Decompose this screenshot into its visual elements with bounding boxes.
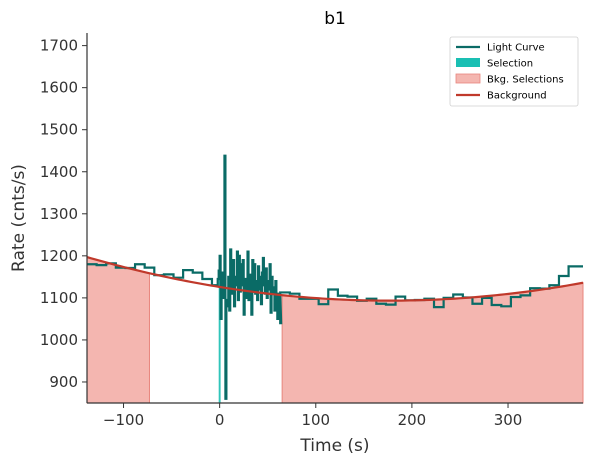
legend-label: Light Curve — [487, 43, 545, 54]
y-tick-label: 900 — [49, 373, 78, 391]
x-tick-label: −100 — [103, 411, 144, 429]
legend-label: Selection — [487, 59, 533, 70]
y-tick-label: 1100 — [40, 289, 78, 307]
legend: Light Curve Selection Bkg. Selections Backg… — [449, 36, 579, 107]
x-axis-title: Time (s) — [299, 436, 369, 456]
background-layer — [86, 256, 584, 302]
y-tick-label: 1600 — [40, 79, 78, 97]
background-series — [86, 256, 584, 302]
legend-label: Background — [487, 91, 547, 102]
bkg-selection-0 — [86, 256, 150, 404]
x-tick-label: 100 — [301, 411, 330, 429]
x-tick-label: 300 — [494, 411, 523, 429]
legend-item: Selection — [456, 58, 533, 70]
bkg-selections-layer — [86, 256, 584, 404]
y-tick-label: 1000 — [40, 331, 78, 349]
legend-item: Light Curve — [456, 43, 545, 54]
legend-label: Bkg. Selections — [487, 75, 564, 86]
x-tick-label: 0 — [215, 411, 225, 429]
legend-item: Background — [456, 91, 547, 102]
selection-region — [218, 270, 221, 403]
axes — [86, 33, 583, 404]
y-tick-label: 1500 — [40, 121, 78, 139]
y-tick-label: 1200 — [40, 247, 78, 265]
y-tick-label: 1700 — [40, 37, 78, 55]
x-tick-label: 200 — [398, 411, 427, 429]
y-axis-title: Rate (cnts/s) — [9, 164, 29, 272]
selection-layer — [218, 270, 221, 403]
legend-frame — [449, 36, 579, 107]
legend-item: Bkg. Selections — [455, 73, 564, 86]
x-ticks: −100 0 100 200 300 — [103, 403, 522, 429]
legend-swatch — [456, 58, 480, 67]
legend-swatch — [455, 73, 481, 84]
y-tick-label: 1300 — [40, 205, 78, 223]
y-tick-label: 1400 — [40, 163, 78, 181]
y-ticks: 900 1000 1100 1200 1300 1400 1500 1600 1700 — [40, 37, 87, 391]
chart-title: b1 — [324, 9, 346, 29]
